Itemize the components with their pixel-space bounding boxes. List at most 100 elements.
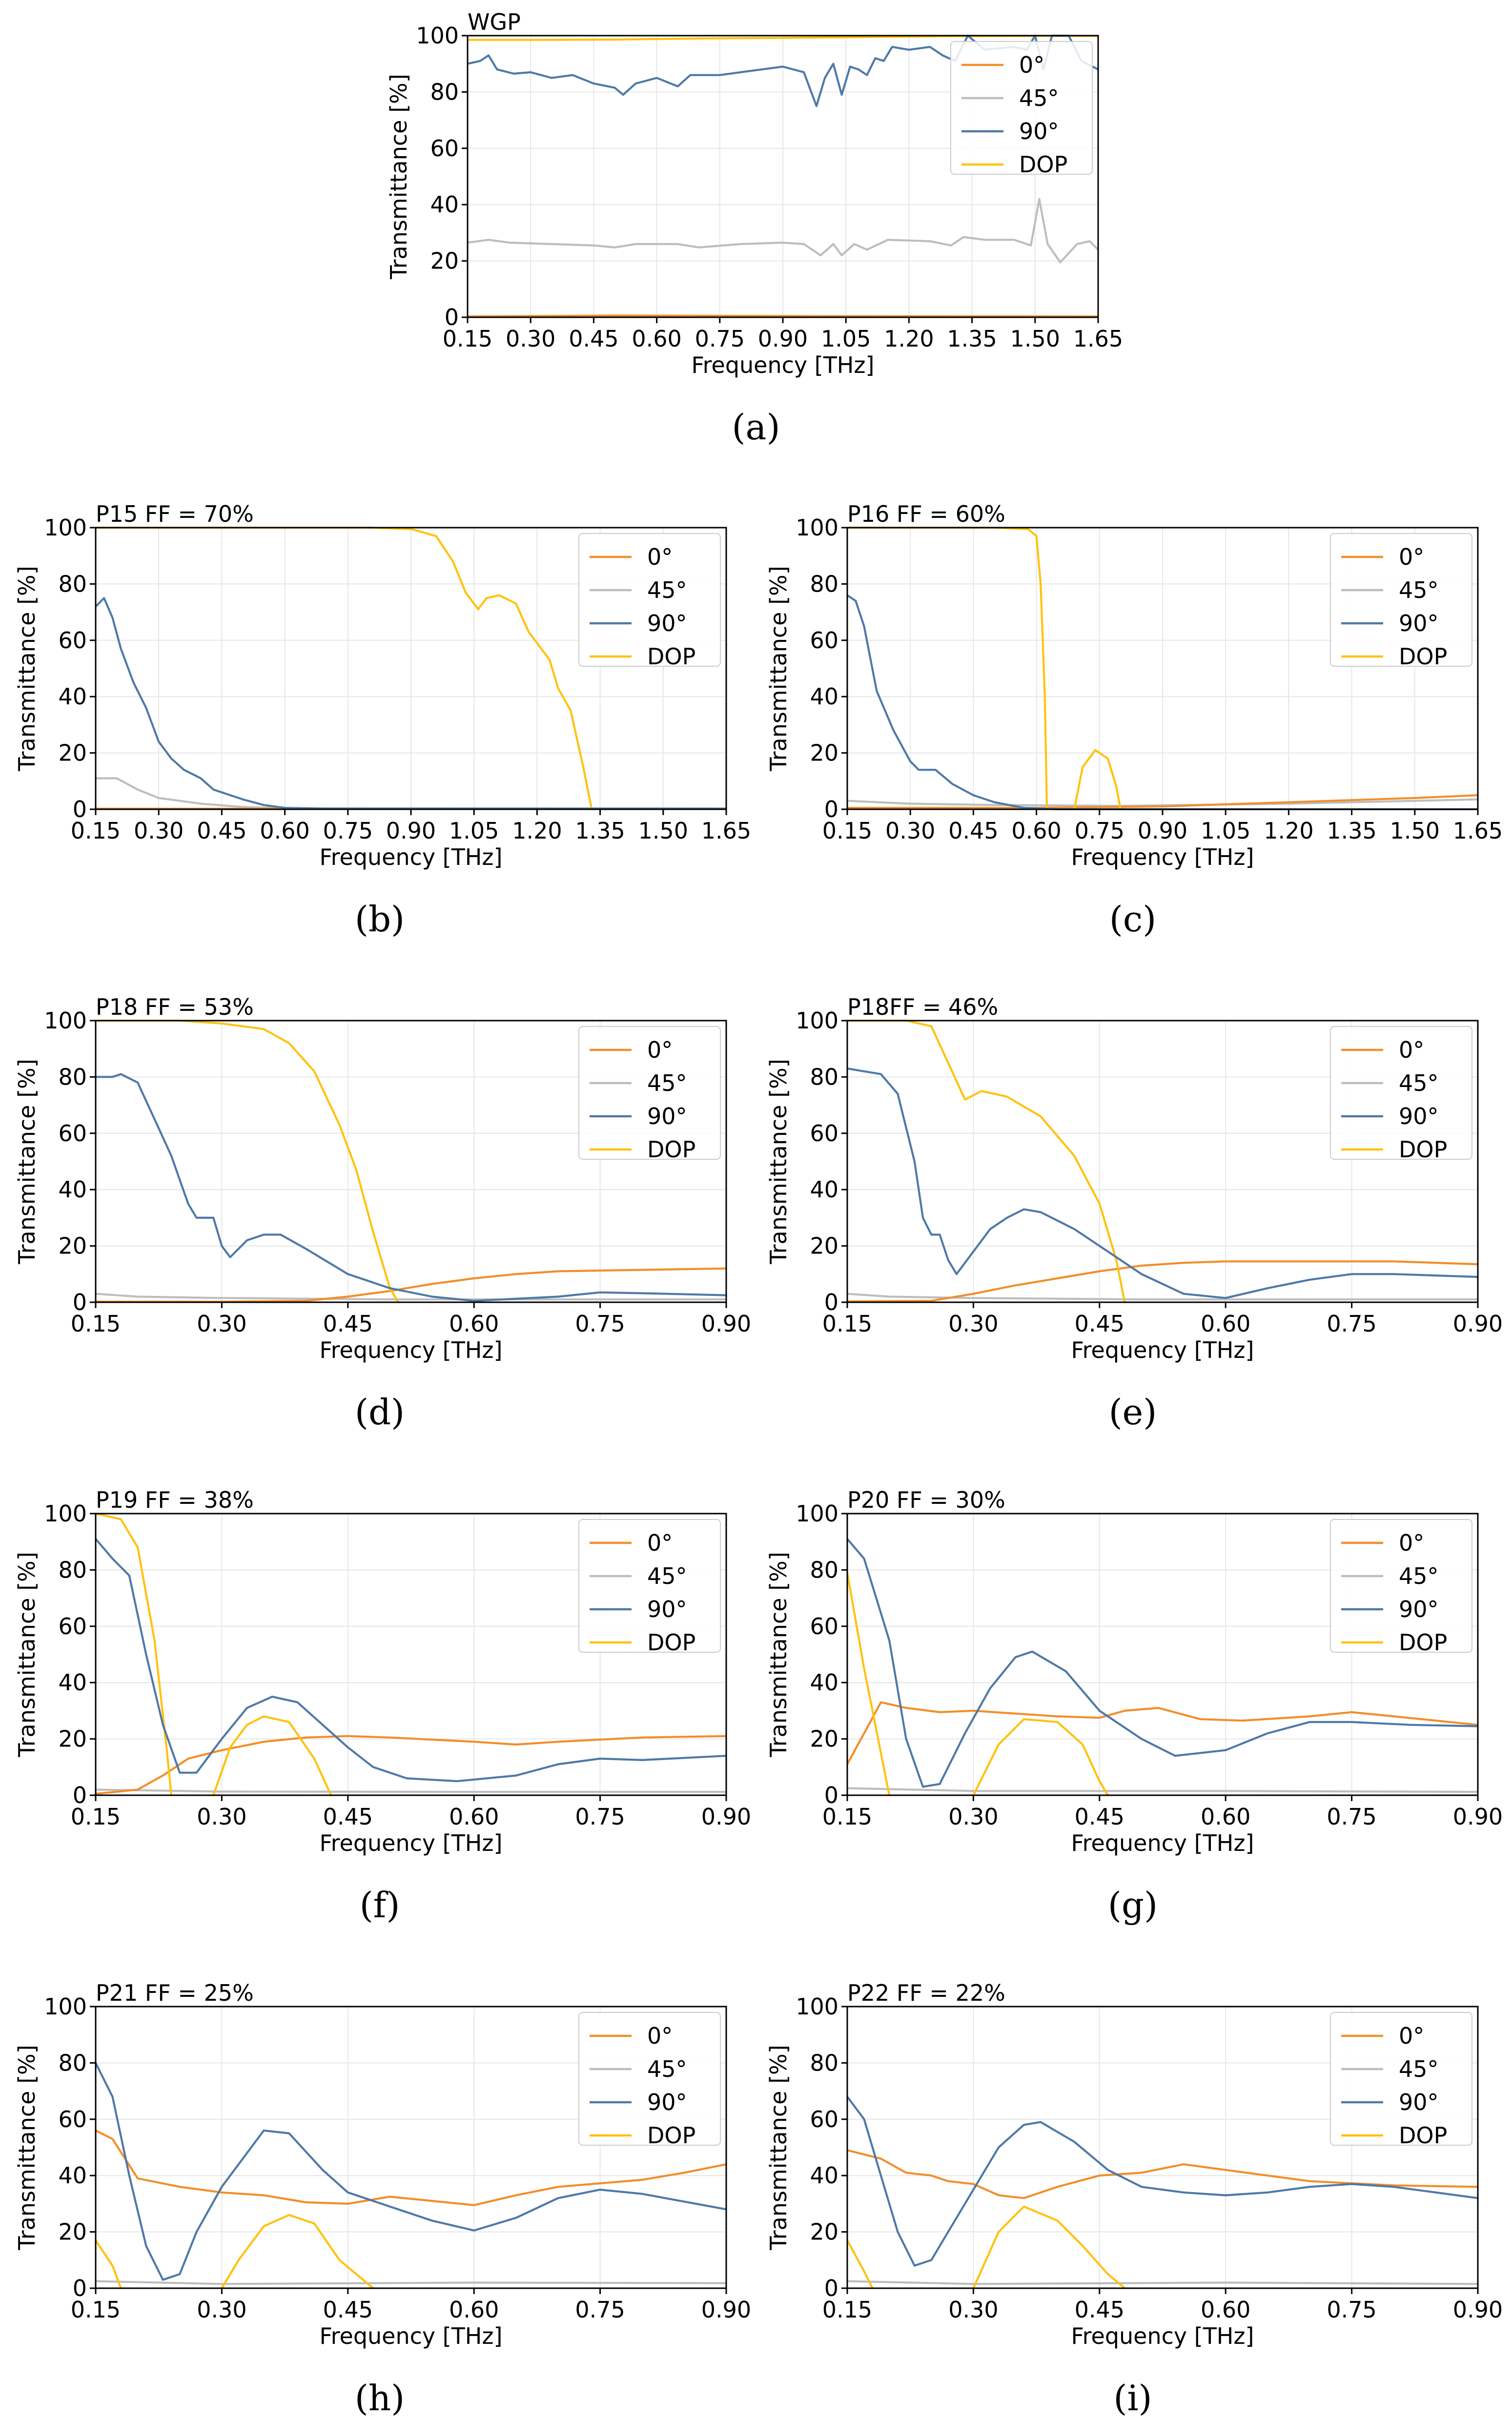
x-tick-label: 1.65 [701, 818, 751, 844]
y-tick-label: 80 [430, 79, 459, 105]
y-tick-label: 40 [810, 2162, 838, 2189]
y-tick-label: 80 [58, 1064, 87, 1090]
panel-caption: (h) [355, 2378, 405, 2419]
legend-label: DOP [1399, 2122, 1447, 2149]
x-axis-label: Frequency [THz] [320, 1337, 503, 1363]
panel-caption: (g) [1108, 1885, 1158, 1926]
y-tick-label: 100 [796, 1500, 838, 1527]
chart-e: 0.15 0.30 0.45 0.60 0.75 0.90 0 20 40 60 80 100 P18F… [765, 994, 1503, 1363]
y-axis-label: Transmittance [%] [765, 2045, 792, 2250]
y-tick-label: 0 [73, 796, 87, 822]
y-tick-label: 0 [73, 1782, 87, 1808]
x-tick-label: 0.90 [701, 2297, 751, 2323]
axes-frame [846, 1020, 1479, 1303]
x-tick-label: 1.65 [1453, 818, 1503, 844]
x-tick-label: 0.30 [885, 818, 935, 844]
y-axis-label: Transmittance [%] [14, 1552, 40, 1757]
y-tick-label: 20 [58, 1233, 87, 1259]
x-tick-label: 0.45 [197, 818, 246, 844]
legend-label: 90° [1019, 118, 1059, 144]
chart-h: 0.15 0.30 0.45 0.60 0.75 0.90 0 20 40 60 80 100 P21 … [14, 1980, 751, 2349]
y-tick-label: 100 [796, 514, 838, 541]
series-line-90deg [847, 1067, 1478, 1299]
series-line-45deg [847, 1292, 1478, 1301]
y-tick-label: 60 [58, 1613, 87, 1640]
series-line-90deg [847, 594, 1478, 810]
legend-label: 45° [1399, 1070, 1439, 1096]
legend-label: 90° [647, 610, 687, 636]
x-tick-label: 0.15 [822, 2297, 872, 2323]
legend-label: DOP [1399, 643, 1447, 670]
panel-caption: (c) [1109, 899, 1157, 940]
chart-title: P19 FF = 38% [96, 1487, 254, 1513]
y-tick-label: 40 [58, 1669, 87, 1696]
chart-c: 0.15 0.30 0.45 0.60 0.75 0.90 1.05 1.20 1.35 1.50… [765, 501, 1503, 870]
legend: 0° 45° 90° DOP [1330, 1519, 1472, 1656]
y-tick-label: 60 [810, 1613, 838, 1640]
series-line-90deg [96, 1538, 726, 1783]
series-line-45deg [468, 198, 1098, 264]
series-line-0deg [96, 1267, 726, 1303]
y-tick-label: 60 [58, 627, 87, 654]
legend-label: 90° [1399, 1596, 1439, 1622]
chart-title: P16 FF = 60% [847, 501, 1005, 527]
y-tick-label: 20 [430, 248, 459, 274]
legend-label: DOP [1399, 1136, 1447, 1163]
x-tick-label: 1.50 [1390, 818, 1440, 844]
x-tick-label: 0.30 [506, 326, 555, 352]
x-tick-label: 1.05 [1201, 818, 1250, 844]
y-axis-label: Transmittance [%] [14, 566, 40, 771]
x-tick-label: 0.90 [386, 818, 436, 844]
x-tick-label: 0.30 [197, 1804, 246, 1830]
legend: 0° 45° 90° DOP [578, 533, 721, 670]
panel-caption: (e) [1109, 1392, 1157, 1433]
x-tick-label: 0.60 [449, 1311, 499, 1337]
x-axis-label: Frequency [THz] [320, 1830, 503, 1856]
x-tick-label: 0.30 [134, 818, 184, 844]
x-tick-label: 0.30 [948, 1804, 998, 1830]
y-tick-label: 20 [810, 740, 838, 766]
x-tick-label: 0.75 [323, 818, 373, 844]
legend-label: 45° [1019, 85, 1059, 111]
legend-box [1330, 2012, 1472, 2146]
y-tick-label: 60 [810, 2106, 838, 2133]
series-line-dop [847, 1572, 891, 1796]
legend-label: DOP [647, 2122, 695, 2149]
series-line-90deg [96, 2062, 726, 2281]
axes-frame [846, 1513, 1479, 1796]
y-tick-label: 0 [824, 796, 838, 822]
y-tick-label: 80 [810, 571, 838, 597]
legend-label: 0° [647, 544, 673, 570]
legend-label: 45° [647, 1563, 687, 1589]
legend-box [578, 1026, 721, 1160]
x-tick-label: 0.45 [569, 326, 618, 352]
y-tick-label: 20 [810, 2219, 838, 2245]
series-line-0deg [468, 314, 1098, 318]
x-tick-label: 0.45 [323, 1311, 373, 1337]
legend-label: 45° [1399, 1563, 1439, 1589]
y-tick-label: 20 [58, 740, 87, 766]
x-tick-label: 0.60 [449, 1804, 499, 1830]
panel-caption: (d) [355, 1392, 405, 1433]
series-line-dop [96, 527, 593, 810]
x-tick-label: 0.60 [1201, 2297, 1250, 2323]
x-tick-label: 0.45 [1075, 1804, 1124, 1830]
series-line-90deg [847, 2095, 1478, 2267]
y-tick-label: 40 [810, 1176, 838, 1203]
series-line-dop [212, 1715, 332, 1796]
y-axis-label: Transmittance [%] [765, 1552, 792, 1757]
legend-label: 0° [1399, 2023, 1424, 2049]
x-axis-label: Frequency [THz] [1071, 2323, 1254, 2349]
series-line-0deg [847, 1260, 1478, 1303]
panel-caption: (i) [1113, 2378, 1152, 2419]
x-tick-label: 0.75 [695, 326, 745, 352]
series-line-45deg [96, 1292, 726, 1301]
legend-label: 45° [647, 1070, 687, 1096]
chart-title: P18 FF = 53% [96, 994, 254, 1020]
legend-label: 45° [1399, 2056, 1439, 2082]
series-line-90deg [847, 1538, 1478, 1788]
y-tick-label: 40 [430, 191, 459, 218]
series-line-dop [847, 2239, 874, 2289]
y-axis-label: Transmittance [%] [14, 2045, 40, 2250]
legend-label: 45° [647, 2056, 687, 2082]
